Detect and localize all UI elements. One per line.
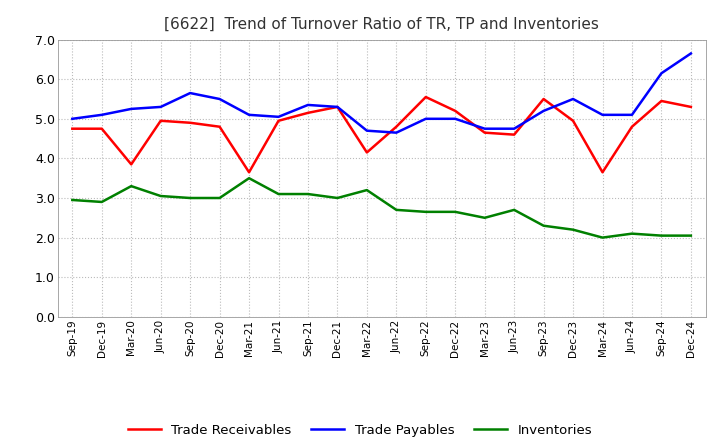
Trade Receivables [68, 126, 76, 131]
Trade Receivables [215, 124, 224, 129]
Inventories [687, 233, 696, 238]
Trade Payables [97, 112, 106, 117]
Trade Payables [392, 130, 400, 136]
Inventories [569, 227, 577, 232]
Trade Payables [245, 112, 253, 117]
Inventories [657, 233, 666, 238]
Inventories [539, 223, 548, 228]
Trade Receivables [274, 118, 283, 123]
Trade Payables [363, 128, 372, 133]
Trade Receivables [97, 126, 106, 131]
Trade Payables [127, 106, 135, 111]
Inventories [215, 195, 224, 201]
Line: Trade Receivables: Trade Receivables [72, 97, 691, 172]
Inventories [421, 209, 430, 214]
Trade Receivables [127, 161, 135, 167]
Title: [6622]  Trend of Turnover Ratio of TR, TP and Inventories: [6622] Trend of Turnover Ratio of TR, TP… [164, 16, 599, 32]
Trade Payables [687, 51, 696, 56]
Trade Receivables [392, 124, 400, 129]
Inventories [480, 215, 489, 220]
Trade Payables [598, 112, 607, 117]
Inventories [304, 191, 312, 197]
Trade Receivables [421, 95, 430, 100]
Inventories [363, 187, 372, 193]
Trade Receivables [657, 98, 666, 103]
Inventories [628, 231, 636, 236]
Inventories [510, 207, 518, 213]
Inventories [156, 194, 165, 199]
Inventories [97, 199, 106, 205]
Trade Payables [186, 90, 194, 95]
Trade Receivables [539, 96, 548, 102]
Inventories [392, 207, 400, 213]
Legend: Trade Receivables, Trade Payables, Inventories: Trade Receivables, Trade Payables, Inven… [122, 418, 598, 440]
Trade Receivables [628, 124, 636, 129]
Trade Payables [156, 104, 165, 110]
Trade Receivables [363, 150, 372, 155]
Trade Payables [628, 112, 636, 117]
Trade Payables [510, 126, 518, 131]
Trade Receivables [186, 120, 194, 125]
Trade Payables [569, 96, 577, 102]
Trade Receivables [480, 130, 489, 136]
Trade Receivables [156, 118, 165, 123]
Inventories [127, 183, 135, 189]
Trade Payables [657, 70, 666, 76]
Trade Receivables [333, 104, 342, 110]
Trade Payables [68, 116, 76, 121]
Trade Payables [215, 96, 224, 102]
Trade Payables [304, 103, 312, 108]
Inventories [274, 191, 283, 197]
Inventories [598, 235, 607, 240]
Trade Receivables [598, 169, 607, 175]
Trade Payables [333, 104, 342, 110]
Trade Receivables [451, 108, 459, 114]
Inventories [333, 195, 342, 201]
Inventories [186, 195, 194, 201]
Trade Receivables [245, 169, 253, 175]
Trade Payables [480, 126, 489, 131]
Inventories [68, 197, 76, 202]
Trade Payables [451, 116, 459, 121]
Line: Trade Payables: Trade Payables [72, 53, 691, 133]
Inventories [451, 209, 459, 214]
Inventories [245, 176, 253, 181]
Trade Receivables [510, 132, 518, 137]
Trade Payables [274, 114, 283, 120]
Trade Payables [539, 108, 548, 114]
Trade Receivables [569, 118, 577, 123]
Trade Receivables [687, 104, 696, 110]
Trade Receivables [304, 110, 312, 115]
Line: Inventories: Inventories [72, 178, 691, 238]
Trade Payables [421, 116, 430, 121]
